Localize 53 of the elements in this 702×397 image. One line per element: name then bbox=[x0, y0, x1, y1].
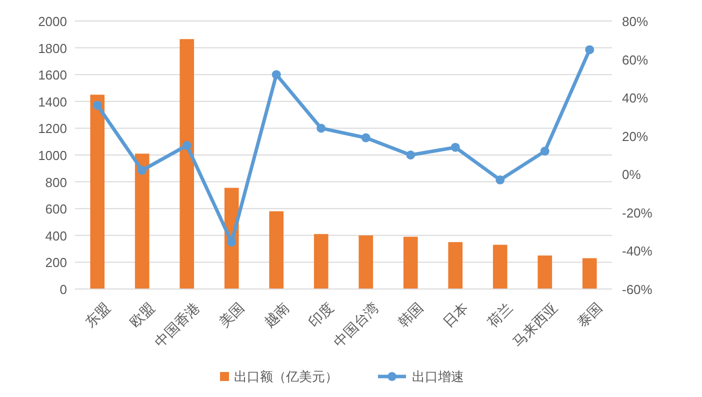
x-tick-label: 韩国 bbox=[394, 299, 426, 330]
point bbox=[272, 70, 281, 80]
bar bbox=[134, 154, 150, 289]
legend-label: 出口额（亿美元） bbox=[234, 369, 338, 384]
y-tick-label: 1200 bbox=[38, 121, 67, 136]
point bbox=[361, 133, 370, 142]
bar bbox=[403, 236, 418, 289]
y2-tick-label: 0% bbox=[622, 167, 642, 182]
point bbox=[182, 140, 192, 150]
point bbox=[450, 142, 460, 152]
y2-tick-label: 40% bbox=[622, 90, 648, 106]
x-tick-label: 越南 bbox=[260, 299, 292, 330]
y2-tick-label: 60% bbox=[622, 52, 648, 68]
legend-label: 出口增速 bbox=[412, 369, 464, 384]
y-tick-label: 2000 bbox=[38, 14, 67, 29]
x-tick-label: 荷兰 bbox=[484, 299, 516, 330]
y-tick-label: 1800 bbox=[38, 40, 67, 56]
y2-tick-label: 80% bbox=[622, 14, 648, 29]
bar bbox=[314, 234, 328, 289]
y-tick-label: 0 bbox=[60, 282, 67, 297]
point bbox=[138, 166, 147, 175]
x-tick-label: 美国 bbox=[216, 299, 248, 330]
point bbox=[406, 150, 416, 160]
x-tick-label: 泰国 bbox=[574, 299, 606, 330]
bar bbox=[90, 94, 105, 289]
y2-tick-label: -40% bbox=[622, 244, 653, 259]
y-tick-label: 800 bbox=[45, 174, 67, 190]
y2-tick-label: -20% bbox=[622, 205, 653, 220]
y-tick-label: 600 bbox=[45, 202, 67, 217]
y-tick-label: 200 bbox=[45, 255, 67, 270]
bar bbox=[582, 258, 597, 289]
point bbox=[585, 45, 594, 54]
bar bbox=[538, 256, 552, 289]
y-tick-label: 400 bbox=[45, 228, 67, 244]
x-tick-label: 东盟 bbox=[82, 299, 113, 330]
point bbox=[227, 238, 236, 247]
y-tick-label: 1400 bbox=[38, 94, 67, 110]
y-tick-label: 1600 bbox=[38, 68, 67, 83]
x-tick-label: 日本 bbox=[440, 299, 471, 330]
point bbox=[316, 124, 326, 133]
point bbox=[540, 146, 550, 156]
x-tick-label: 印度 bbox=[305, 299, 337, 330]
bar bbox=[269, 211, 284, 289]
point bbox=[92, 100, 102, 110]
bar bbox=[180, 39, 194, 289]
point bbox=[496, 175, 505, 184]
x-tick-label: 欧盟 bbox=[126, 299, 158, 330]
y2-tick-label: 20% bbox=[622, 128, 648, 144]
bar bbox=[358, 235, 374, 289]
bar bbox=[492, 244, 508, 289]
y-tick-label: 1000 bbox=[38, 148, 67, 163]
bar bbox=[448, 242, 463, 289]
y2-tick-label: -60% bbox=[622, 282, 653, 297]
